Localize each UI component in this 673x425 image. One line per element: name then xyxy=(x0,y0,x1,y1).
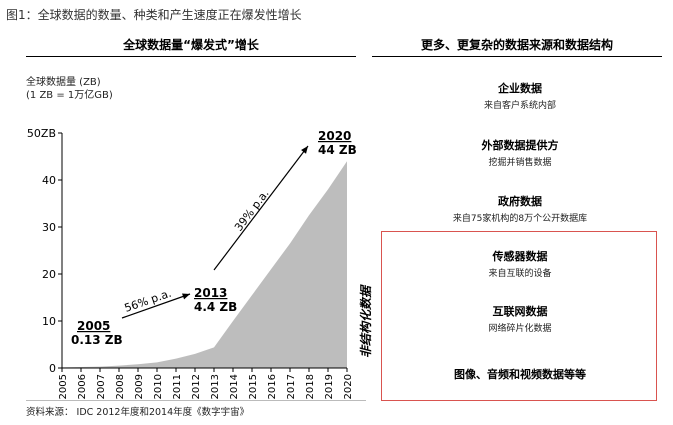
chart-plot-area: 0 10 20 30 40 50ZB 2005 2006 2007 2008 2009 2010 201… xyxy=(27,127,357,399)
x-tick-label: 2017 xyxy=(286,374,297,399)
footnote-rule xyxy=(26,400,366,401)
x-tick-label: 2007 xyxy=(96,374,107,399)
source-internet-data: 互联网数据 网络碎片化数据 xyxy=(390,303,650,334)
source-title: 互联网数据 xyxy=(492,305,548,318)
source-media-data: 图像、音频和视频数据等等 xyxy=(390,366,650,382)
source-subtitle: 来自75家机构的8万个公开数据库 xyxy=(452,214,588,224)
x-tick-label: 2010 xyxy=(153,374,164,399)
x-tick-label: 2018 xyxy=(305,374,316,399)
annotation-year-2013: 2013 xyxy=(194,286,227,300)
source-government-data: 政府数据 来自75家机构的8万个公开数据库 xyxy=(390,193,650,224)
unstructured-data-label: 非结构化数据 xyxy=(359,284,373,358)
x-tick-label: 2015 xyxy=(248,374,259,399)
annotation-value-2013: 4.4 ZB xyxy=(194,300,237,314)
y-tick-label: 50ZB xyxy=(27,127,56,140)
left-panel-header: 全球数据量“爆发式”增长 xyxy=(123,38,259,52)
x-tick-label: 2019 xyxy=(324,374,335,399)
growth-label-39: 39% p.a. xyxy=(232,187,272,234)
unstructured-data-box xyxy=(381,231,657,401)
source-title: 外部数据提供方 xyxy=(481,139,559,152)
y-unit-label: 全球数据量 (ZB) xyxy=(26,77,101,88)
source-enterprise-data: 企业数据 来自客户系统内部 xyxy=(390,80,650,111)
y-tick-label: 10 xyxy=(42,315,56,328)
source-title: 图像、音频和视频数据等等 xyxy=(454,368,586,381)
data-volume-area xyxy=(62,161,347,368)
y-tick-label: 0 xyxy=(49,362,56,375)
x-tick-label: 2005 xyxy=(58,374,69,399)
figure-title: 图1：全球数据的数量、种类和产生速度正在爆发性增长 xyxy=(6,8,302,22)
source-title: 传感器数据 xyxy=(492,250,548,263)
x-tick-label: 2020 xyxy=(343,374,354,399)
growth-arrow-2013-2020-head xyxy=(301,146,308,154)
source-title: 企业数据 xyxy=(498,82,542,95)
source-subtitle: 来自客户系统内部 xyxy=(483,101,556,111)
right-panel-header: 更多、更复杂的数据来源和数据结构 xyxy=(420,38,613,52)
source-subtitle: 网络碎片化数据 xyxy=(488,324,552,334)
source-subtitle: 挖掘并销售数据 xyxy=(488,158,552,168)
y-tick-label: 40 xyxy=(42,174,56,187)
x-tick-label: 2013 xyxy=(210,374,221,399)
annotation-year-2020: 2020 xyxy=(318,129,351,143)
source-note: 资料来源： IDC 2012年度和2014年度《数字宇宙》 xyxy=(26,407,250,418)
growth-label-56: 56% p.a. xyxy=(123,287,173,315)
x-tick-label: 2014 xyxy=(229,374,240,399)
data-volume-chart: 0 10 20 30 40 50ZB 2005 2006 2007 2008 2009 2010 201… xyxy=(27,127,357,399)
source-external-provider: 外部数据提供方 挖掘并销售数据 xyxy=(390,137,650,168)
growth-arrow-2013-2020 xyxy=(213,145,309,271)
x-tick-label: 2006 xyxy=(77,374,88,399)
right-header-rule xyxy=(372,56,662,57)
left-header-rule xyxy=(26,56,356,57)
source-sensor-data: 传感器数据 来自互联的设备 xyxy=(390,248,650,279)
x-tick-label: 2011 xyxy=(172,374,183,399)
growth-arrow-2005-2013-head xyxy=(182,293,190,300)
annotation-year-2005: 2005 xyxy=(77,319,110,333)
growth-arrow-2005-2013 xyxy=(121,293,191,319)
annotation-value-2020: 44 ZB xyxy=(318,143,357,157)
y-tick-label: 30 xyxy=(42,221,56,234)
source-title: 政府数据 xyxy=(498,195,542,208)
y-tick-label: 20 xyxy=(42,268,56,281)
x-tick-label: 2012 xyxy=(191,374,202,399)
unstructured-label-text: 非结构化数据 xyxy=(359,284,373,358)
x-tick-label: 2016 xyxy=(267,374,278,399)
y-unit-conversion: (1 ZB = 1万亿GB) xyxy=(26,90,113,101)
x-tick-label: 2009 xyxy=(134,374,145,399)
x-tick-label: 2008 xyxy=(115,374,126,399)
source-subtitle: 来自互联的设备 xyxy=(488,269,552,279)
annotation-value-2005: 0.13 ZB xyxy=(71,333,123,347)
